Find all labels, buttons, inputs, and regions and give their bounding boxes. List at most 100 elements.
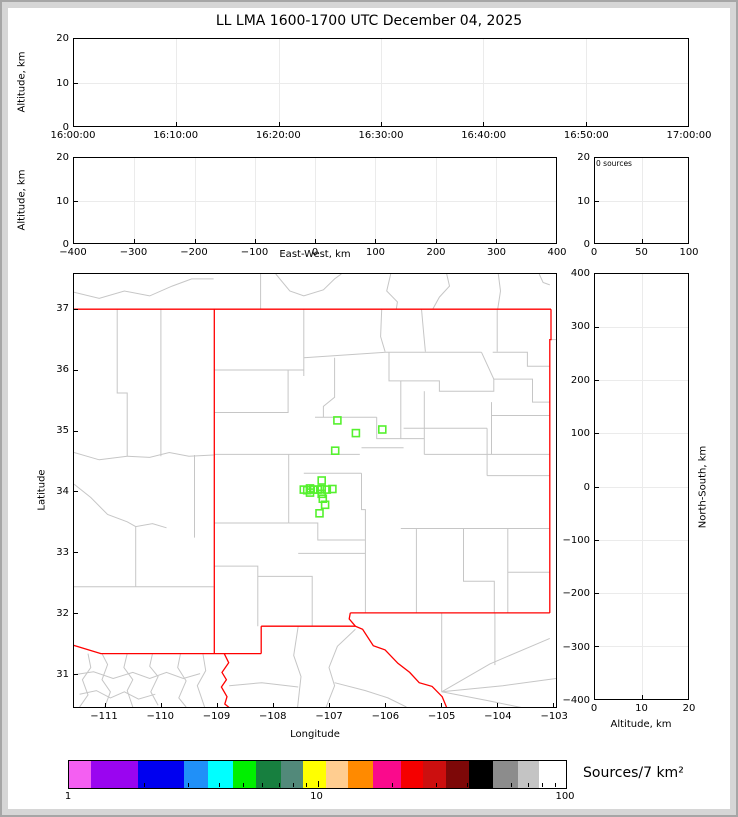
colorbar-segment <box>373 761 401 788</box>
colorbar-segment <box>326 761 348 788</box>
ns-panel-ylabel: North-South, km <box>697 445 709 529</box>
x-tick-label: −300 <box>119 247 148 258</box>
y-tick <box>74 552 78 554</box>
y-tick <box>74 200 78 202</box>
county-line <box>229 682 299 688</box>
colorbar-minor-tick <box>392 783 394 787</box>
x-tick-label: 0 <box>590 247 598 258</box>
county-line <box>334 682 407 707</box>
colorbar-segment <box>518 761 539 788</box>
lma-station-marker <box>305 488 315 497</box>
y-tick-label: 0 <box>583 481 590 493</box>
y-tick-label: 34 <box>56 486 69 498</box>
county-line <box>293 626 302 707</box>
colorbar-segment <box>303 761 326 788</box>
county-line <box>196 653 207 707</box>
county-line <box>79 690 156 700</box>
x-tick <box>497 703 499 707</box>
y-tick-label: 10 <box>577 195 590 207</box>
lma-station-marker <box>317 489 326 499</box>
state-border-line <box>549 309 552 613</box>
colorbar-minor-tick <box>293 783 295 787</box>
alt-histogram-panel: 0 sources <box>594 157 689 244</box>
x-tick-label: 200 <box>426 247 446 258</box>
x-tick-label: −200 <box>180 247 208 258</box>
x-tick-label: −105 <box>427 711 456 722</box>
x-tick-label: 16:20:00 <box>255 130 301 141</box>
x-tick <box>495 239 497 243</box>
alt-eastwest-panel <box>73 157 557 244</box>
county-line <box>463 528 495 613</box>
colorbar-minor-tick <box>527 783 529 787</box>
y-tick-label: 0 <box>62 239 69 250</box>
x-tick <box>641 239 643 243</box>
lma-station-marker <box>330 446 340 455</box>
y-tick-label: 20 <box>56 33 69 44</box>
grid-line <box>595 327 688 329</box>
colorbar-segment <box>138 761 184 788</box>
x-tick <box>385 703 387 707</box>
y-tick <box>595 645 599 647</box>
county-line <box>380 309 386 352</box>
y-tick <box>74 612 78 614</box>
y-tick-label: 20 <box>577 152 590 163</box>
x-tick-label: 17:00:00 <box>666 130 712 141</box>
county-line <box>74 451 214 461</box>
colorbar-segment <box>446 761 469 788</box>
colorbar-minor-tick <box>510 783 512 787</box>
county-line <box>497 274 502 310</box>
county-line <box>288 522 366 541</box>
colorbar-minor-tick <box>187 783 189 787</box>
alt-time-ylabel: Altitude, km <box>16 51 28 113</box>
x-tick <box>254 239 256 243</box>
ns-panel-xlabel: Altitude, km <box>610 719 672 730</box>
y-tick <box>595 433 599 435</box>
grid-line <box>595 433 688 435</box>
grid-line <box>595 645 688 647</box>
x-tick-label: 0 <box>590 703 598 714</box>
lma-station-marker <box>317 476 326 485</box>
x-tick <box>278 122 280 126</box>
y-tick-label: 300 <box>570 321 590 333</box>
colorbar-minor-tick <box>143 783 145 787</box>
alt-time-panel <box>73 38 689 127</box>
eastwest-xlabel: East-West, km <box>279 249 351 260</box>
county-line <box>376 417 425 440</box>
state-border-line <box>74 644 262 655</box>
y-tick-label: 35 <box>56 425 69 437</box>
x-tick <box>194 239 196 243</box>
y-tick <box>74 369 78 371</box>
y-tick-label: 0 <box>583 239 590 250</box>
y-tick-label: 20 <box>56 152 69 163</box>
colorbar-segment <box>493 761 518 788</box>
colorbar-tick-label: 100 <box>555 791 575 802</box>
lma-station-marker <box>315 509 324 518</box>
x-tick-label: 10 <box>635 703 648 714</box>
y-tick-label: 10 <box>56 195 69 207</box>
state-border-line <box>220 653 230 707</box>
y-tick-label: −400 <box>562 695 590 706</box>
x-tick-label: −109 <box>202 711 231 722</box>
x-tick <box>160 703 162 707</box>
map-ylabel: Latitude <box>36 469 48 511</box>
x-tick-label: 20 <box>682 703 696 714</box>
county-line <box>74 278 214 299</box>
x-tick-label: 300 <box>486 247 507 258</box>
y-tick-label: 0 <box>62 122 69 133</box>
county-line <box>275 274 342 297</box>
x-tick <box>104 703 106 707</box>
x-tick-label: 100 <box>679 247 699 258</box>
colorbar-minor-tick <box>242 783 244 787</box>
y-tick <box>595 592 599 594</box>
county-line <box>388 352 495 392</box>
y-tick <box>595 200 599 202</box>
lma-station-marker <box>351 428 361 438</box>
y-tick <box>595 380 599 382</box>
map-canvas <box>74 274 556 707</box>
lma-station-marker <box>328 484 337 494</box>
county-line <box>361 473 366 537</box>
y-tick-label: −200 <box>562 588 590 600</box>
map-xlabel: Longitude <box>290 729 340 740</box>
grid-line <box>74 82 688 84</box>
x-tick <box>375 239 377 243</box>
